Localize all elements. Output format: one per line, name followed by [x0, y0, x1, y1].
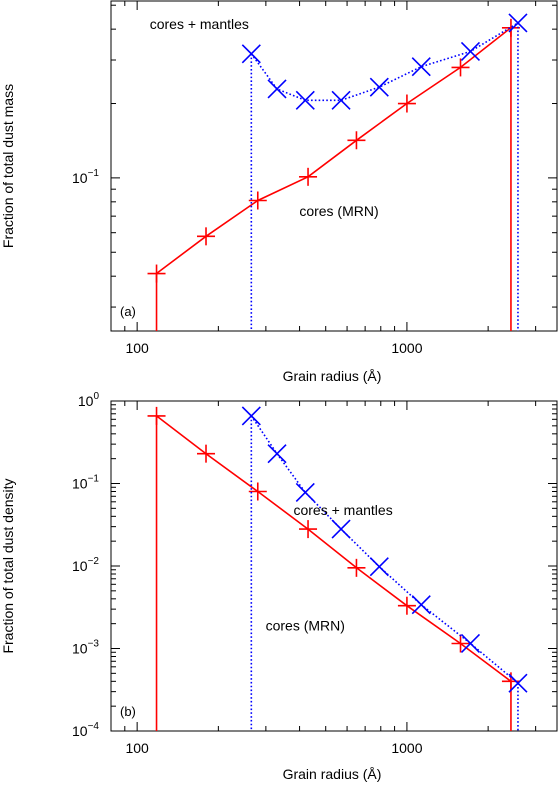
cross-marker [369, 557, 389, 577]
data-point [508, 13, 528, 33]
data-point [451, 58, 470, 77]
cross-marker [295, 482, 315, 502]
series-line [156, 415, 512, 682]
cross-marker [331, 90, 351, 110]
y-axis-label: Fraction of total dust density [0, 478, 16, 653]
y-tick-base: 10 [72, 558, 88, 574]
cross-marker [508, 13, 528, 33]
y-tick-exponent: −1 [88, 168, 100, 179]
y-tick-label: 10−3 [72, 639, 99, 657]
data-point [267, 444, 287, 464]
x-tick-label: 1000 [391, 340, 422, 356]
data-point [331, 519, 351, 539]
data-point [460, 633, 481, 654]
cross-marker [411, 57, 431, 77]
series-line [156, 27, 512, 275]
data-point [451, 634, 470, 653]
x-axis-label: Grain radius (Å) [283, 368, 382, 384]
y-tick-exponent: 0 [93, 391, 99, 402]
series-annotation: cores (MRN) [299, 203, 378, 219]
data-point [411, 57, 431, 77]
y-tick-base: 10 [72, 641, 88, 657]
data-point [295, 90, 315, 110]
cross-marker [460, 41, 481, 61]
x-tick-label: 100 [125, 340, 149, 356]
y-axis-label: Fraction of total dust mass [0, 84, 16, 248]
y-tick-label: 10−2 [72, 556, 99, 574]
cross-marker [508, 673, 528, 693]
cross-marker [267, 444, 287, 464]
data-point [369, 557, 389, 577]
data-point [147, 264, 166, 283]
y-tick-label: 10−4 [72, 721, 99, 739]
chart-panel-a: 100 1000 10−1 Grain radius (Å) Fraction of t… [0, 0, 558, 384]
y-tick-exponent: −2 [88, 556, 100, 567]
x-tick-label: 1000 [391, 740, 422, 756]
series-annotation: cores + mantles [150, 16, 249, 32]
cross-marker [331, 519, 351, 539]
series-cores-mantles [241, 13, 528, 331]
cross-marker [241, 406, 261, 426]
y-tick-label: 10−1 [72, 474, 99, 492]
series-cores-mrn [147, 18, 520, 331]
data-point [241, 44, 261, 64]
data-point [248, 191, 267, 210]
data-point [347, 558, 366, 577]
x-axis-label: Grain radius (Å) [283, 766, 382, 782]
data-point [267, 79, 287, 99]
y-tick-exponent: −1 [88, 474, 100, 485]
series-cores-mrn [147, 406, 520, 731]
y-tick-base: 10 [72, 476, 88, 492]
y-tick-base: 10 [72, 170, 88, 186]
data-point [397, 596, 416, 615]
x-tick-label: 100 [125, 740, 149, 756]
data-point [397, 94, 416, 113]
cross-marker [369, 77, 389, 97]
data-point [197, 227, 216, 246]
data-point [248, 482, 267, 501]
cross-marker [411, 595, 431, 615]
data-point [411, 595, 431, 615]
series-annotation: cores + mantles [293, 502, 392, 518]
y-tick-base: 10 [78, 393, 94, 409]
data-point [369, 77, 389, 97]
y-tick-base: 10 [72, 723, 88, 739]
series-annotation: cores (MRN) [266, 618, 345, 634]
data-point [501, 18, 520, 37]
plot-frame [110, 0, 558, 332]
cross-marker [460, 633, 481, 654]
y-tick-exponent: −3 [88, 639, 100, 650]
data-point [299, 520, 318, 539]
panel-label: (b) [120, 704, 136, 719]
cross-marker [267, 79, 287, 99]
data-point [508, 673, 528, 693]
data-point [295, 482, 315, 502]
data-point [241, 406, 261, 426]
cross-marker [241, 44, 261, 64]
series-line [250, 22, 519, 102]
data-point [299, 167, 318, 186]
data-point [347, 131, 366, 150]
plot-frame [110, 400, 558, 732]
series-line [250, 415, 519, 684]
series-cores-mantles [241, 406, 528, 731]
y-tick-exponent: −4 [88, 721, 100, 732]
panel-label: (a) [120, 304, 136, 319]
cross-marker [295, 90, 315, 110]
data-point [197, 444, 216, 463]
data-point [460, 41, 481, 61]
y-tick-label: 100 [78, 391, 100, 409]
data-point [331, 90, 351, 110]
data-point [147, 406, 166, 425]
y-tick-label: 10−1 [72, 168, 99, 186]
